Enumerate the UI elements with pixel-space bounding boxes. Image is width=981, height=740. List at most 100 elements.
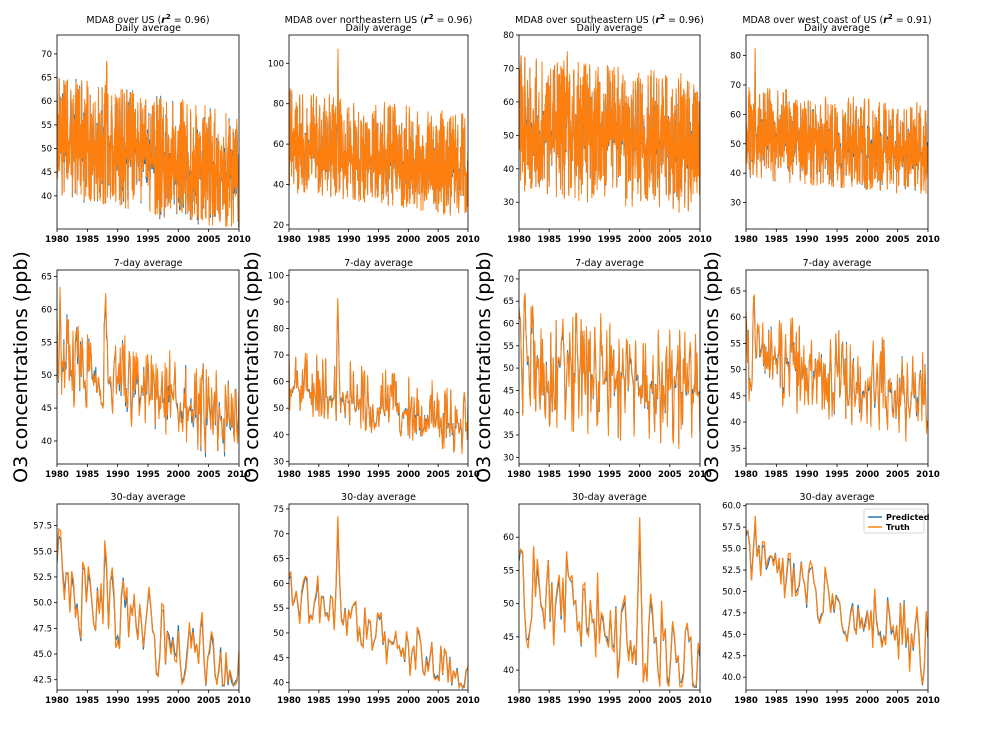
column-title-2: MDA8 over northeastern US (r2 = 0.96) <box>285 13 473 26</box>
panel-title: 30-day average <box>341 492 416 503</box>
x-tick-label: 2010 <box>456 696 480 706</box>
x-tick-label: 2000 <box>166 696 190 706</box>
x-tick-label: 1985 <box>537 696 561 706</box>
x-tick-label: 1990 <box>337 470 361 480</box>
series-truth-line <box>289 516 468 690</box>
y-tick-label: 45.0 <box>722 630 741 640</box>
x-tick-label: 1980 <box>277 235 301 245</box>
x-tick-label: 1985 <box>764 235 788 245</box>
panel-title: 30-day average <box>800 492 875 503</box>
panel-1-3: MDA8 over southeastern US (r2 = 0.96)Dai… <box>503 13 712 245</box>
x-tick-label: 1995 <box>598 696 622 706</box>
x-tick-label: 1985 <box>764 470 788 480</box>
x-tick-label: 2005 <box>886 235 910 245</box>
y-tick-label: 45 <box>503 633 514 643</box>
y-tick-label: 42.5 <box>722 652 741 662</box>
x-tick-label: 2000 <box>855 235 879 245</box>
y-tick-label: 50 <box>273 629 284 639</box>
y-tick-label: 30 <box>730 199 741 209</box>
x-tick-label: 2005 <box>886 470 910 480</box>
y-tick-label: 45.0 <box>33 650 52 660</box>
x-tick-label: 1990 <box>106 235 130 245</box>
y-tick-label: 80 <box>273 324 284 334</box>
y-tick-label: 80 <box>503 31 514 41</box>
x-tick-label: 1995 <box>598 235 622 245</box>
x-tick-label: 1990 <box>567 696 591 706</box>
y-axis-label: O3 concentrations (ppb) <box>473 251 495 483</box>
x-tick-label: 2010 <box>227 470 251 480</box>
y-tick-label: 70 <box>41 50 52 60</box>
y-tick-label: 40 <box>41 437 52 447</box>
x-tick-label: 2010 <box>916 470 940 480</box>
panel-1-4: MDA8 over west coast of US (r2 = 0.91)Da… <box>730 13 940 245</box>
panel-title: 30-day average <box>111 492 186 503</box>
legend-truth-label: Truth <box>886 523 910 532</box>
y-tick-label: 50 <box>503 131 514 141</box>
y-tick-label: 60 <box>41 305 52 315</box>
y-tick-label: 35 <box>503 431 514 441</box>
y-tick-label: 55 <box>730 339 741 349</box>
x-tick-label: 2000 <box>396 470 420 480</box>
x-tick-label: 1990 <box>795 235 819 245</box>
x-tick-label: 1985 <box>75 235 99 245</box>
y-tick-label: 45 <box>41 168 52 178</box>
y-tick-label: 60 <box>503 98 514 108</box>
x-tick-label: 1995 <box>825 696 849 706</box>
x-tick-label: 2010 <box>688 470 712 480</box>
y-tick-label: 40 <box>730 418 741 428</box>
x-tick-label: 1985 <box>537 235 561 245</box>
x-tick-label: 1980 <box>507 696 531 706</box>
series-predicted-line <box>57 294 239 458</box>
panel-2-4: 7-day average 35 40 45 50 55 60 65 1980 1985 1990 1… <box>701 251 940 483</box>
axes-frame <box>288 269 469 465</box>
x-tick-label: 2010 <box>227 235 251 245</box>
y-tick-label: 55 <box>41 121 52 131</box>
panel-title: Daily average <box>577 23 643 34</box>
y-tick-label: 55.0 <box>722 545 741 555</box>
x-tick-label: 1995 <box>136 696 160 706</box>
series-truth-line <box>746 515 928 685</box>
x-tick-label: 2005 <box>426 696 450 706</box>
y-tick-label: 65 <box>730 287 741 297</box>
x-tick-label: 1990 <box>337 696 361 706</box>
y-tick-label: 70 <box>730 81 741 91</box>
panel-2-1: 7-day average 40 45 50 55 60 65 1980 1985 1990 199… <box>10 251 251 483</box>
panel-3-3: 30-day average 40 45 50 55 60 1980 1985 1990 1995… <box>503 492 712 706</box>
x-tick-label: 2000 <box>628 235 652 245</box>
panel-title: 7-day average <box>114 258 183 269</box>
x-tick-label: 1980 <box>45 235 69 245</box>
panel-title: 7-day average <box>344 258 413 269</box>
x-tick-label: 2005 <box>197 696 221 706</box>
series-truth-line <box>519 51 700 213</box>
y-tick-label: 50 <box>503 600 514 610</box>
y-tick-label: 40 <box>730 169 741 179</box>
y-tick-label: 50 <box>41 371 52 381</box>
x-tick-label: 1985 <box>764 696 788 706</box>
y-tick-label: 50.0 <box>722 587 741 597</box>
y-tick-label: 60 <box>503 320 514 330</box>
x-tick-label: 2005 <box>197 235 221 245</box>
y-tick-label: 65 <box>41 273 52 283</box>
column-title-3: MDA8 over southeastern US (r2 = 0.96) <box>515 13 704 26</box>
x-tick-label: 1990 <box>567 235 591 245</box>
x-tick-label: 1995 <box>825 470 849 480</box>
x-tick-label: 1980 <box>507 470 531 480</box>
series-predicted-line <box>519 531 700 688</box>
y-tick-label: 40 <box>503 409 514 419</box>
y-tick-label: 30 <box>273 457 284 467</box>
y-tick-label: 60 <box>41 97 52 107</box>
y-axis-label: O3 concentrations (ppb) <box>10 251 32 483</box>
y-tick-label: 65 <box>273 555 284 565</box>
x-tick-label: 1985 <box>307 235 331 245</box>
x-tick-label: 1990 <box>567 470 591 480</box>
x-tick-label: 1985 <box>307 470 331 480</box>
y-tick-label: 30 <box>503 198 514 208</box>
y-axis-label: O3 concentrations (ppb) <box>701 251 723 483</box>
x-tick-label: 1995 <box>367 470 391 480</box>
y-axis-label: O3 concentrations (ppb) <box>241 251 263 483</box>
panel-3-1: 30-day average 42.5 45.0 47.5 50.0 52.5 55.0 57… <box>33 492 251 706</box>
y-tick-label: 60 <box>273 140 284 150</box>
x-tick-label: 2005 <box>658 696 682 706</box>
panel-3-4: 30-day average 40.0 42.5 45.0 47.5 50.0 52.5 55… <box>722 492 940 706</box>
